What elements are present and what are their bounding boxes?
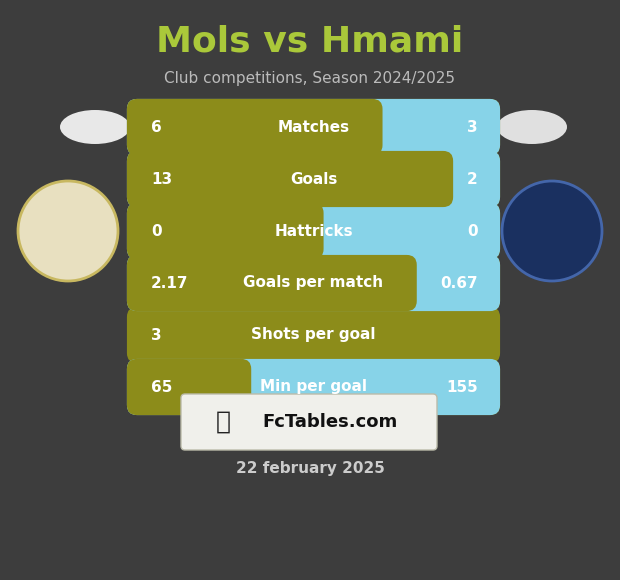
Text: Hattricks: Hattricks bbox=[274, 223, 353, 238]
FancyBboxPatch shape bbox=[127, 151, 500, 207]
FancyBboxPatch shape bbox=[127, 99, 383, 155]
Text: 13: 13 bbox=[151, 172, 172, 187]
FancyBboxPatch shape bbox=[127, 359, 500, 415]
FancyBboxPatch shape bbox=[127, 151, 500, 207]
FancyBboxPatch shape bbox=[127, 255, 500, 311]
Text: Goals per match: Goals per match bbox=[244, 276, 384, 291]
Ellipse shape bbox=[497, 110, 567, 144]
Bar bbox=[137, 161, 443, 197]
Text: 0.67: 0.67 bbox=[440, 276, 478, 291]
Ellipse shape bbox=[60, 110, 130, 144]
FancyBboxPatch shape bbox=[127, 255, 500, 311]
FancyBboxPatch shape bbox=[127, 203, 500, 259]
Text: 0: 0 bbox=[467, 223, 478, 238]
Text: 2: 2 bbox=[467, 172, 478, 187]
Text: Min per goal: Min per goal bbox=[260, 379, 367, 394]
FancyBboxPatch shape bbox=[127, 307, 500, 363]
Text: 3: 3 bbox=[151, 328, 162, 343]
Ellipse shape bbox=[502, 181, 602, 281]
FancyBboxPatch shape bbox=[127, 203, 500, 259]
FancyBboxPatch shape bbox=[127, 359, 251, 415]
Text: ⬛: ⬛ bbox=[216, 410, 231, 434]
Text: 155: 155 bbox=[446, 379, 478, 394]
Text: 2.17: 2.17 bbox=[151, 276, 188, 291]
Bar bbox=[137, 213, 314, 249]
FancyBboxPatch shape bbox=[127, 99, 500, 155]
FancyBboxPatch shape bbox=[127, 203, 324, 259]
Text: Shots per goal: Shots per goal bbox=[251, 328, 376, 343]
Ellipse shape bbox=[18, 181, 118, 281]
Bar bbox=[137, 369, 241, 405]
Text: Matches: Matches bbox=[277, 119, 350, 135]
Text: 65: 65 bbox=[151, 379, 172, 394]
Text: 3: 3 bbox=[467, 119, 478, 135]
FancyBboxPatch shape bbox=[127, 151, 453, 207]
Text: Mols vs Hmami: Mols vs Hmami bbox=[156, 25, 464, 59]
Text: 22 february 2025: 22 february 2025 bbox=[236, 461, 384, 476]
Bar bbox=[137, 265, 407, 301]
FancyBboxPatch shape bbox=[127, 255, 417, 311]
FancyBboxPatch shape bbox=[181, 394, 437, 450]
Bar bbox=[137, 109, 373, 145]
Text: 6: 6 bbox=[151, 119, 162, 135]
FancyBboxPatch shape bbox=[127, 99, 500, 155]
Text: Goals: Goals bbox=[290, 172, 337, 187]
FancyBboxPatch shape bbox=[127, 359, 500, 415]
Text: FcTables.com: FcTables.com bbox=[262, 413, 397, 431]
Text: 0: 0 bbox=[151, 223, 162, 238]
Text: Club competitions, Season 2024/2025: Club competitions, Season 2024/2025 bbox=[164, 71, 456, 85]
